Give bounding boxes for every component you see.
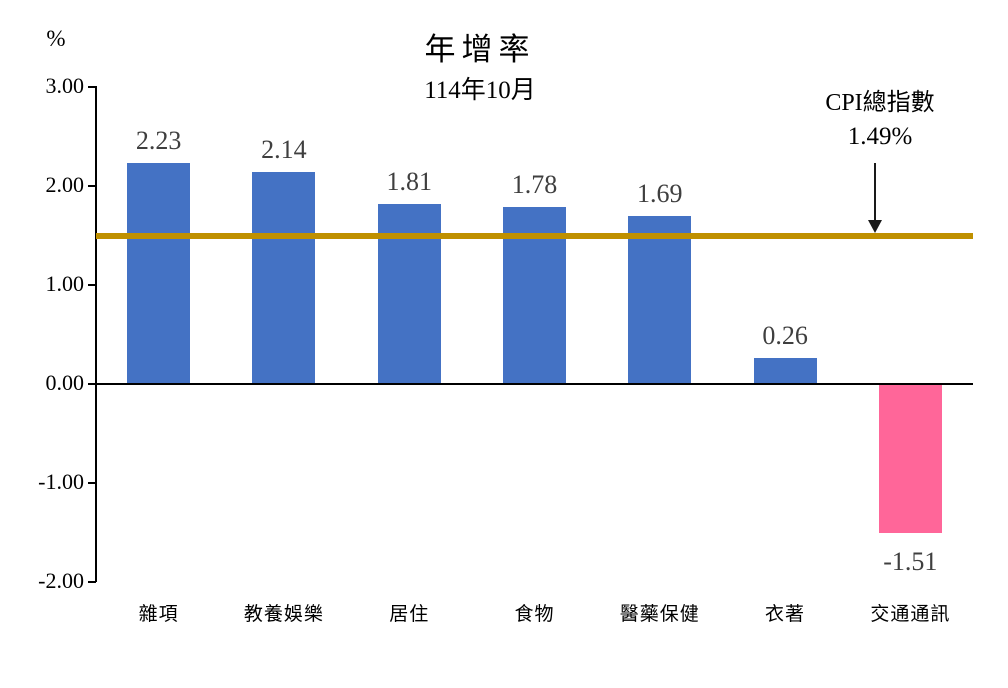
bar-value-label: 2.14 — [261, 134, 307, 164]
y-axis-unit-label: % — [46, 26, 66, 51]
bar-value-label: 1.78 — [511, 170, 558, 200]
bar-4 — [628, 216, 692, 384]
y-tick-mark — [88, 283, 96, 286]
down-arrow-head-icon — [868, 220, 882, 233]
bar-5 — [753, 357, 817, 384]
cpi-annotation-value: 1.49% — [847, 123, 913, 150]
bar-value-label: 1.81 — [386, 167, 432, 197]
bar-value-label: 2.23 — [135, 125, 182, 155]
y-axis-tick-label: 1.00 — [45, 270, 85, 296]
x-axis-label: 交通通訊 — [870, 604, 951, 625]
x-axis-label: 衣著 — [765, 604, 806, 625]
x-axis-label: 食物 — [514, 604, 555, 625]
bar-value-label: 1.69 — [637, 179, 683, 209]
bar-value-label: 0.26 — [762, 320, 808, 350]
y-tick-mark — [88, 85, 96, 88]
bar-2 — [377, 204, 441, 384]
x-axis-label: 醫藥保健 — [619, 604, 700, 625]
x-axis-label: 教養娛樂 — [243, 604, 324, 625]
y-axis-line — [95, 86, 97, 582]
y-tick-mark — [88, 382, 96, 385]
y-axis-tick-label: 0.00 — [45, 369, 85, 395]
bar-0 — [127, 162, 191, 384]
x-axis-label: 居住 — [389, 604, 430, 625]
chart-subtitle: 114年10月 — [424, 77, 536, 104]
y-axis-tick-label: -2.00 — [38, 567, 84, 593]
y-axis-tick-label: 3.00 — [45, 72, 85, 98]
chart-title: 年增率 — [424, 32, 536, 67]
y-axis-tick-label: 2.00 — [45, 171, 85, 197]
bar-value-label: -1.51 — [883, 546, 938, 576]
bar-6 — [878, 383, 942, 533]
cpi-reference-line — [96, 232, 973, 239]
x-axis-label: 雜項 — [138, 604, 179, 625]
cpi-annotation: CPI總指數 1.49% — [795, 82, 965, 151]
bar-1 — [252, 171, 316, 384]
y-tick-mark — [88, 184, 96, 187]
cpi-annotation-label: CPI總指數 — [825, 90, 935, 116]
y-axis-tick-label: -1.00 — [38, 468, 84, 494]
zero-baseline — [96, 383, 973, 385]
down-arrow-icon — [874, 163, 876, 220]
y-tick-mark — [88, 580, 96, 583]
y-tick-mark — [88, 481, 96, 484]
